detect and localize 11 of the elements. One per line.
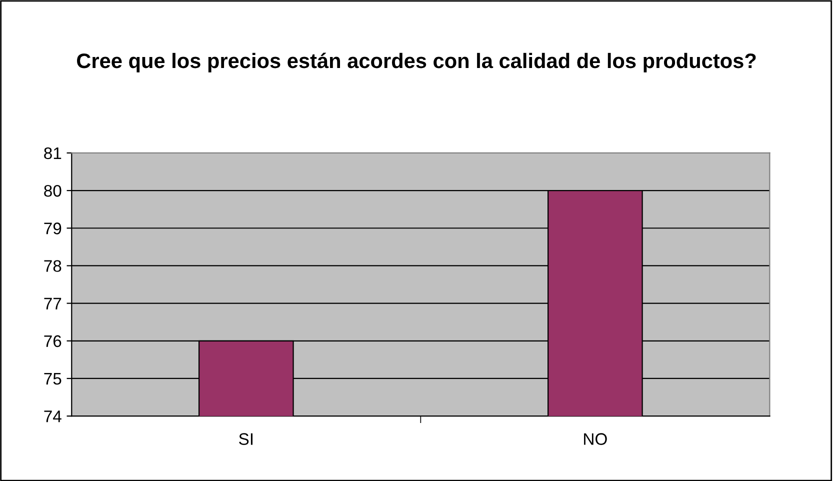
y-tick-label: 78 [44, 260, 62, 272]
x-tick-label: SI [239, 433, 252, 445]
y-tick-label: 79 [44, 222, 62, 234]
x-tick-label: NO [584, 433, 607, 445]
y-tick-label: 80 [44, 184, 62, 197]
y-tick-label: 75 [44, 373, 62, 385]
y-tick-label: 81 [44, 147, 62, 160]
y-tick-label: 77 [44, 298, 62, 310]
y-tick-label: 74 [44, 410, 62, 422]
chart-title: Cree que los precios están acordes con la calidad de los productos? [77, 52, 756, 72]
y-tick-label: 76 [44, 335, 62, 348]
